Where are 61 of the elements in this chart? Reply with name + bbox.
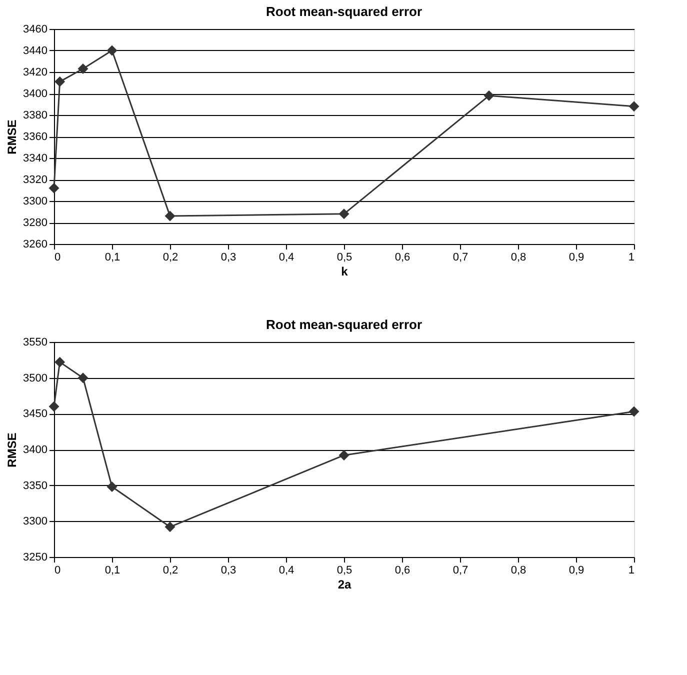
- x-tick-label: 0,6: [394, 252, 410, 264]
- y-tick-label: 3500: [23, 372, 48, 384]
- x-tick-label: 0,5: [336, 252, 352, 264]
- x-tick-label: 0: [54, 564, 61, 576]
- point: [484, 90, 494, 101]
- y-tick-label: 3250: [23, 552, 48, 564]
- y-tick-label: 3380: [23, 110, 48, 122]
- point: [54, 356, 66, 368]
- x-tick-label: 0,1: [104, 564, 120, 576]
- x-tick-label: 0,9: [568, 252, 584, 264]
- x-tick-label: 0,5: [336, 564, 352, 576]
- point: [338, 450, 350, 460]
- point: [54, 76, 66, 87]
- y-tick-label: 3340: [23, 152, 48, 164]
- x-tick-label: 0,2: [162, 564, 178, 576]
- y-tick-label: 3320: [23, 174, 48, 186]
- point: [106, 45, 118, 56]
- chart-title: Root mean-squared error: [266, 4, 422, 19]
- x-tick-label: 1: [628, 564, 634, 576]
- y-tick-label: 3420: [23, 66, 48, 78]
- x-tick-label: 0,9: [568, 564, 584, 576]
- x-tick-label: 0,3: [220, 564, 236, 576]
- x-tick-label: 0,4: [278, 252, 294, 264]
- point: [164, 210, 176, 222]
- x-axis-title: k: [341, 264, 348, 278]
- y-tick-label: 3300: [23, 516, 48, 528]
- point: [78, 64, 88, 74]
- point: [48, 182, 60, 194]
- x-tick-label: 0,7: [452, 252, 468, 264]
- y-tick-label: 3400: [23, 88, 48, 100]
- y-tick-label: 3350: [23, 480, 48, 492]
- x-tick-label: 0,6: [394, 564, 410, 576]
- chart-title: Root mean-squared error: [266, 317, 422, 332]
- y-tick-label: 3360: [23, 131, 48, 143]
- x-tick-label: 0,7: [452, 564, 468, 576]
- y-tick-label: 3300: [23, 196, 48, 208]
- point: [628, 406, 640, 417]
- y-tick-label: 3400: [23, 444, 48, 456]
- x-tick-label: 0,4: [278, 564, 294, 576]
- y-tick-label: 3440: [23, 45, 48, 57]
- x-tick-label: 0,3: [220, 252, 236, 264]
- y-axis-title: RMSE: [5, 120, 20, 154]
- y-tick-label: 3260: [23, 238, 48, 250]
- x-axis-title: 2a: [338, 578, 352, 592]
- point: [48, 401, 60, 412]
- y-axis-title: RMSE: [5, 432, 20, 468]
- x-tick-label: 0,8: [510, 564, 526, 576]
- point: [78, 372, 88, 384]
- x-tick-label: 0,1: [104, 252, 120, 264]
- y-tick-label: 3460: [23, 24, 48, 36]
- point: [338, 208, 350, 220]
- x-tick-label: 1: [628, 252, 634, 264]
- point: [164, 522, 176, 532]
- y-tick-label: 3550: [23, 336, 48, 348]
- x-tick-label: 0: [54, 252, 61, 264]
- point: [106, 482, 118, 492]
- point: [628, 101, 640, 112]
- y-tick-label: 3450: [23, 408, 48, 420]
- x-tick-label: 0,2: [162, 252, 178, 264]
- y-tick-label: 3280: [23, 217, 48, 229]
- x-tick-label: 0,8: [510, 252, 526, 264]
